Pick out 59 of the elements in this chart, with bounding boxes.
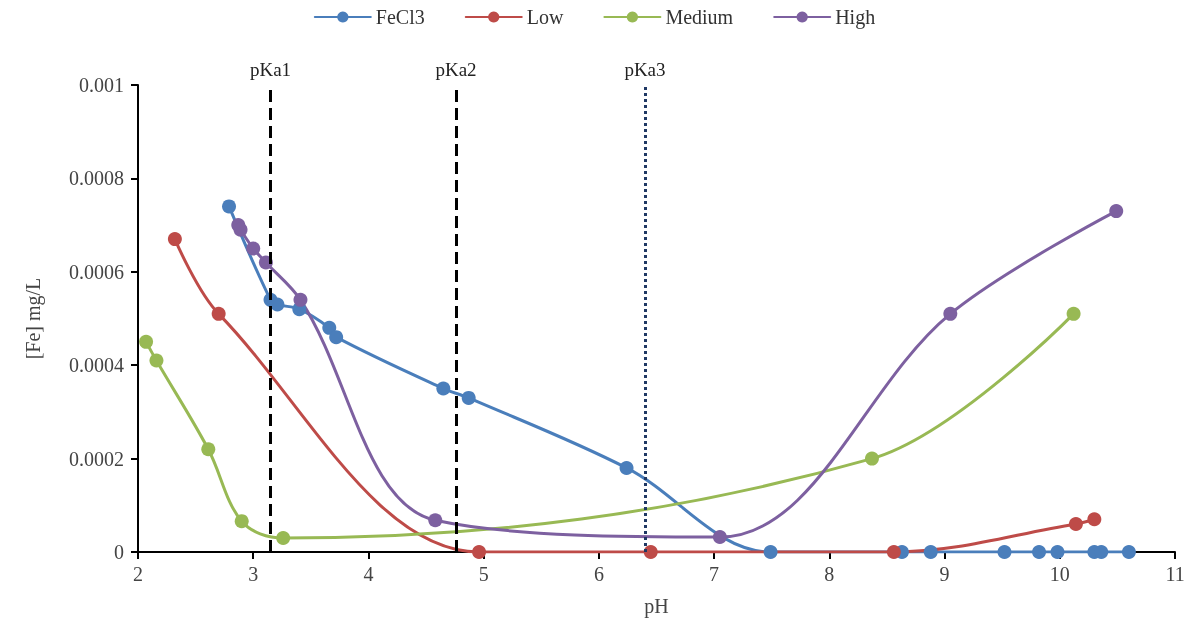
- point: [1087, 512, 1102, 527]
- x-tick-label: 8: [824, 563, 835, 585]
- point: [886, 545, 901, 559]
- point: [234, 514, 249, 529]
- x-tick-label: 10: [1049, 563, 1070, 585]
- point: [712, 530, 727, 545]
- y-axis-title: [Fe] mg/L: [22, 277, 45, 360]
- legend-label: Medium: [665, 6, 734, 28]
- point: [763, 545, 778, 559]
- point: [222, 199, 237, 214]
- point: [1066, 306, 1081, 321]
- point: [139, 334, 154, 349]
- x-tick-label: 5: [478, 563, 489, 585]
- x-tick-label: 11: [1165, 563, 1185, 585]
- point: [997, 545, 1012, 559]
- ref-line-label: pKa2: [435, 59, 477, 80]
- point: [270, 297, 285, 312]
- ref-line-label: pKa1: [249, 59, 292, 80]
- point: [1050, 545, 1065, 559]
- point: [201, 442, 216, 457]
- point: [923, 545, 938, 559]
- point: [1068, 516, 1083, 531]
- point: [329, 330, 344, 345]
- point: [428, 513, 443, 528]
- point: [246, 241, 261, 256]
- point: [643, 545, 658, 559]
- x-tick-label: 6: [593, 563, 604, 585]
- point: [472, 545, 487, 559]
- point: [322, 320, 337, 335]
- y-tick-label: 0: [114, 541, 124, 563]
- point: [619, 460, 634, 475]
- point: [211, 306, 226, 321]
- y-tick-label: 0.0002: [69, 447, 124, 470]
- y-tick-label: 0.001: [79, 74, 124, 96]
- point: [1032, 545, 1047, 559]
- legend-label: Low: [526, 6, 564, 28]
- legend-label: High: [835, 6, 876, 29]
- x-axis-title: pH: [644, 595, 669, 618]
- point: [293, 292, 308, 307]
- x-tick-label: 4: [363, 563, 374, 585]
- point: [864, 451, 879, 466]
- point: [461, 390, 476, 405]
- point: [436, 381, 451, 396]
- point: [1121, 545, 1136, 559]
- x-tick-label: 9: [939, 563, 950, 585]
- y-tick-label: 0.0006: [69, 260, 124, 283]
- y-tick-label: 0.0008: [69, 167, 124, 190]
- x-tick-label: 3: [248, 563, 259, 585]
- point: [167, 232, 182, 247]
- point: [233, 222, 248, 237]
- point: [1109, 204, 1124, 219]
- point: [149, 353, 164, 368]
- ref-line-label: pKa3: [624, 59, 666, 80]
- point: [276, 530, 291, 545]
- point: [943, 306, 958, 321]
- x-tick-label: 7: [709, 563, 720, 585]
- legend-label: FeCl3: [375, 6, 425, 28]
- y-tick-label: 0.0004: [69, 354, 124, 377]
- x-tick-label: 2: [133, 563, 143, 585]
